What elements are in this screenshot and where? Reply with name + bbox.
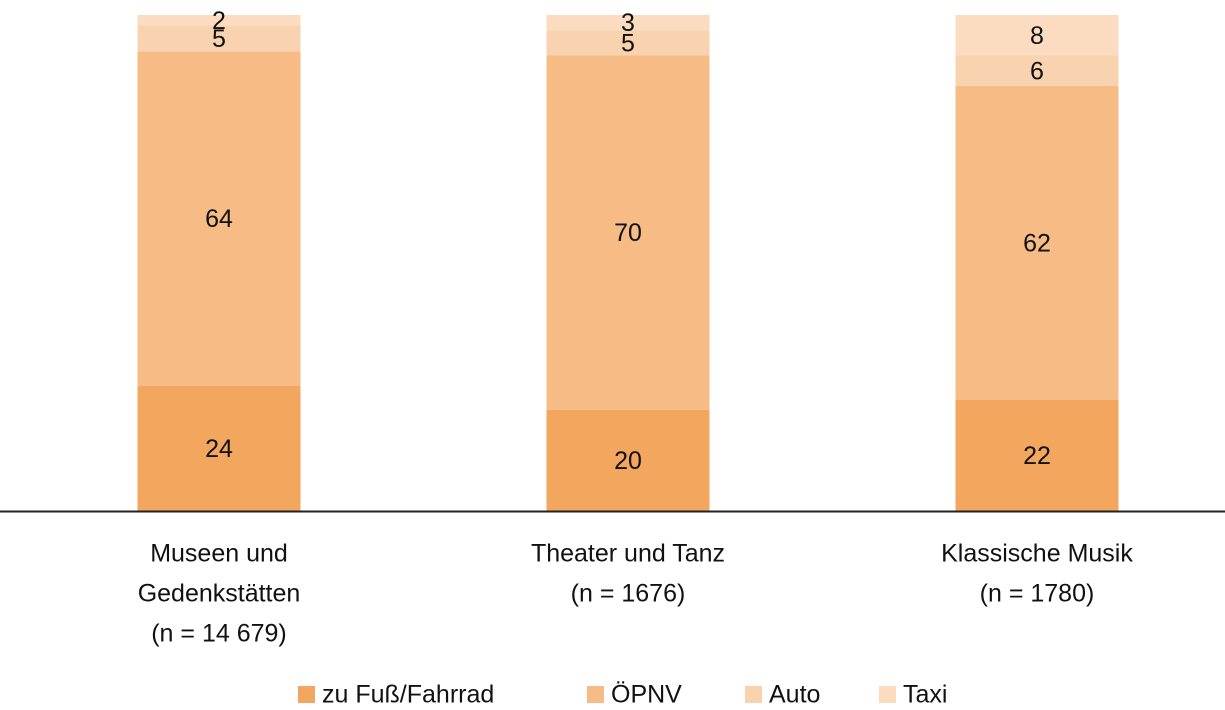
data-label: 3	[621, 9, 635, 37]
bar-segment	[137, 15, 301, 26]
legend-label: zu Fuß/Fahrrad	[322, 681, 494, 709]
data-label: 62	[1023, 229, 1051, 257]
data-label: 70	[614, 219, 642, 247]
legend-label: Taxi	[903, 681, 947, 709]
bar-segment	[955, 399, 1119, 511]
data-label: 5	[621, 29, 635, 57]
bar-segment	[955, 85, 1119, 400]
x-tick-label: (n = 1676)	[571, 580, 686, 608]
legend-swatch	[745, 686, 762, 703]
bar-segment	[137, 25, 301, 52]
bar-segment	[137, 51, 301, 386]
bar-segment	[955, 55, 1119, 86]
bar-segment	[546, 55, 710, 410]
data-label: 6	[1030, 57, 1044, 85]
data-label: 8	[1030, 22, 1044, 50]
x-tick-label: (n = 1780)	[980, 580, 1095, 608]
bar-segment	[955, 15, 1119, 56]
legend-label: Auto	[769, 681, 820, 709]
bar-segment	[546, 15, 710, 31]
data-label: 64	[205, 205, 233, 233]
data-label: 2	[212, 7, 226, 35]
legend-swatch	[587, 686, 604, 703]
x-tick-label: Theater und Tanz	[531, 540, 725, 568]
x-tick-label: (n = 14 679)	[151, 620, 287, 648]
data-label: 24	[205, 435, 233, 463]
x-tick-label: Klassische Musik	[941, 540, 1133, 568]
data-label: 22	[1023, 442, 1051, 470]
bar-segment	[546, 409, 710, 511]
bar-segment	[546, 30, 710, 56]
data-label: 5	[212, 25, 226, 53]
legend-label: ÖPNV	[611, 681, 682, 709]
legend-swatch	[298, 686, 315, 703]
bar-segment	[137, 385, 301, 511]
data-label: 20	[614, 447, 642, 475]
legend-swatch	[879, 686, 896, 703]
x-tick-label: Museen und	[150, 540, 288, 568]
x-tick-label: Gedenkstätten	[138, 580, 301, 608]
